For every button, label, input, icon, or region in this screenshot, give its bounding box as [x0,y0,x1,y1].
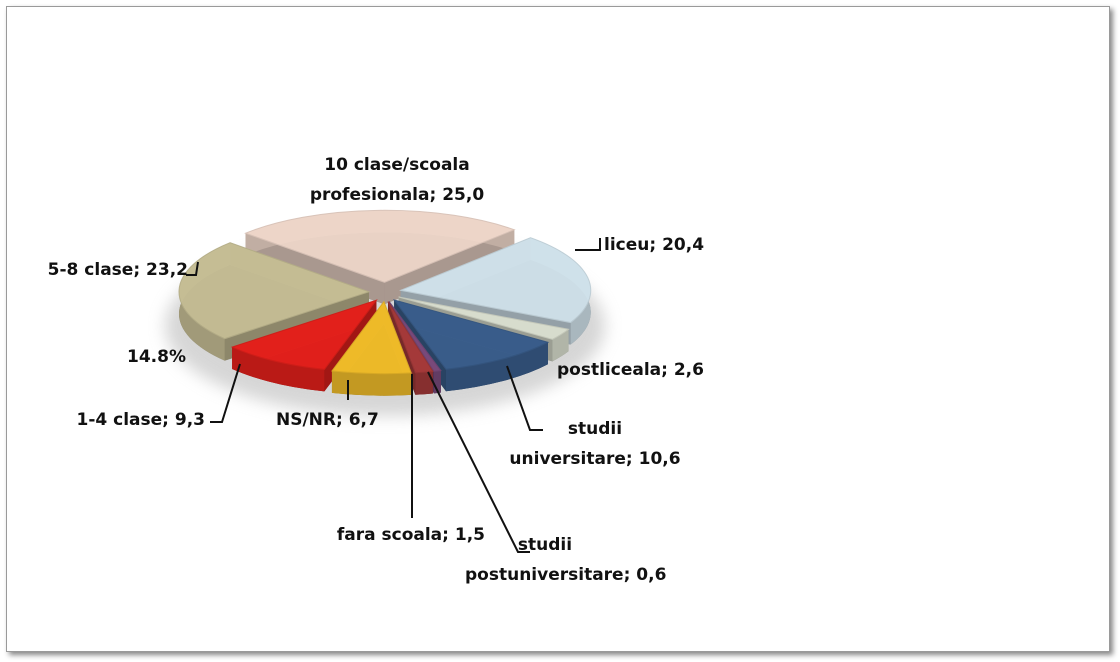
leader-line [186,261,199,276]
label-part: 25,0 [442,185,485,205]
data-label: studii universitare; 10,6 [480,414,710,474]
label-part: studii postuniversitare [465,535,624,585]
label-part: ; [336,410,349,430]
label-part: studii universitare [509,419,626,469]
label-part: NS/NR [276,410,336,430]
label-part: ; [661,360,674,380]
data-label: postliceala; 2,6 [557,355,757,385]
label-part: 5-8 clase [47,260,134,280]
label-part: ; [429,185,443,205]
data-label: 1-4 clase; 9,3 [20,405,206,435]
label-part: 14.8% [127,347,186,367]
leader-line [575,238,601,251]
label-part: ; [623,565,637,585]
leader-line [506,365,543,431]
data-label: studii postuniversitare; 0,6 [465,530,666,590]
label-part: 10,6 [638,449,681,469]
slice-side [331,370,412,396]
label-part: postliceala [557,360,662,380]
label-part: 23,2 [146,260,188,280]
label-part: 10 clase/scoala profesionala [309,155,470,205]
slice [387,301,434,374]
slice [230,299,378,370]
slice [398,296,570,340]
data-label: liceu; 20,4 [604,230,804,260]
slice-side [232,347,325,392]
slice [331,300,412,375]
slice [388,301,442,372]
label-part: ; [162,410,175,430]
label-part: 6,7 [348,410,379,430]
slice [392,299,550,370]
slice-side [415,371,433,395]
leader-line [210,363,241,423]
label-part: 1,5 [454,525,485,545]
data-label: 10 clase/scoala profesionala; 25,0 [282,150,512,210]
leader-line [427,371,530,553]
label-part: 1-4 clase [76,410,163,430]
label-part: fara scoala [336,525,443,545]
label-part: ; [442,525,455,545]
label-part: liceu [604,235,650,255]
label-part: ; [649,235,663,255]
annotation: 14.8% [127,342,186,372]
slice [178,242,371,340]
label-part: ; [625,449,639,469]
data-label: fara scoala; 1,5 [280,520,485,550]
label-part: 20,4 [662,235,705,255]
label-part: ; [133,260,147,280]
slice-side [445,342,548,392]
data-label: 5-8 clase; 23,2 [0,255,188,285]
label-part: 0,6 [636,565,667,585]
slice [398,237,592,324]
label-part: 2,6 [673,360,704,380]
label-part: 9,3 [174,410,205,430]
slice [244,209,516,283]
data-label: NS/NR; 6,7 [276,405,476,435]
